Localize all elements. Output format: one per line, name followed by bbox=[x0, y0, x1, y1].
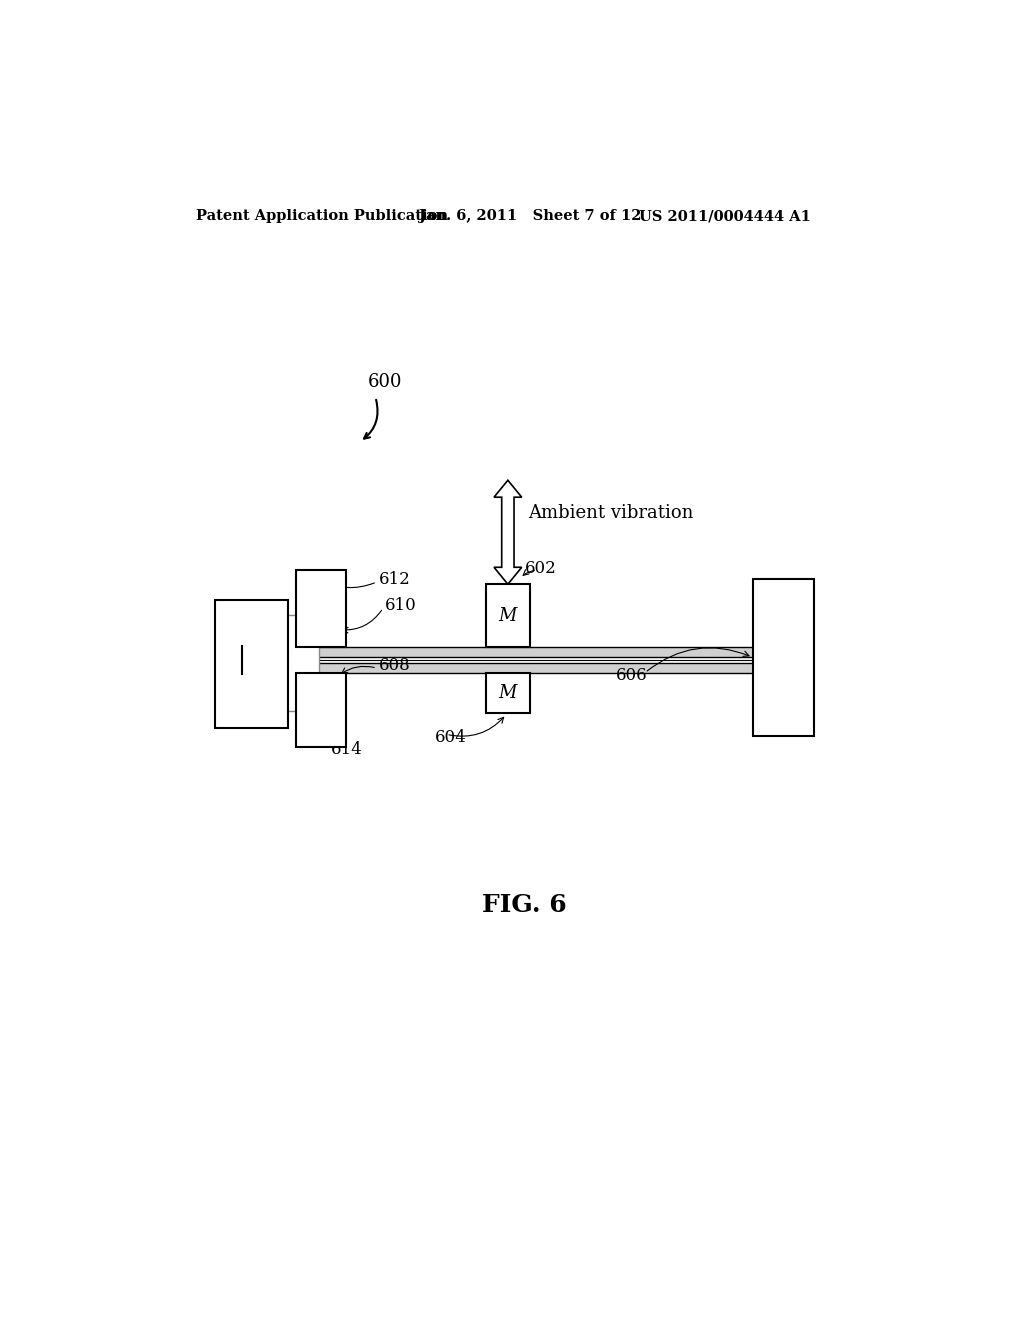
Bar bbox=[485, 585, 530, 647]
Text: 612: 612 bbox=[379, 572, 411, 589]
Text: FIG. 6: FIG. 6 bbox=[482, 894, 567, 917]
Bar bbox=[296, 570, 346, 647]
Polygon shape bbox=[494, 480, 521, 585]
Text: 618: 618 bbox=[224, 626, 256, 643]
Text: Jan. 6, 2011   Sheet 7 of 12: Jan. 6, 2011 Sheet 7 of 12 bbox=[419, 209, 642, 223]
Text: M: M bbox=[499, 684, 517, 702]
Bar bbox=[753, 579, 814, 737]
Text: 608: 608 bbox=[379, 656, 411, 673]
Bar bbox=[250, 615, 319, 711]
Text: 614: 614 bbox=[331, 742, 362, 758]
Text: 606: 606 bbox=[615, 668, 647, 684]
Bar bbox=[296, 673, 346, 747]
Text: 602: 602 bbox=[524, 560, 557, 577]
Bar bbox=[485, 673, 530, 713]
Text: 600: 600 bbox=[368, 372, 402, 391]
Text: M: M bbox=[499, 607, 517, 624]
Bar bbox=[250, 663, 788, 673]
Text: US 2011/0004444 A1: US 2011/0004444 A1 bbox=[639, 209, 811, 223]
Text: Ambient vibration: Ambient vibration bbox=[528, 504, 693, 521]
Text: Patent Application Publication: Patent Application Publication bbox=[196, 209, 449, 223]
Text: 610: 610 bbox=[385, 597, 417, 614]
Text: 604: 604 bbox=[435, 729, 467, 746]
Bar bbox=[250, 647, 788, 657]
Bar bbox=[215, 599, 289, 729]
